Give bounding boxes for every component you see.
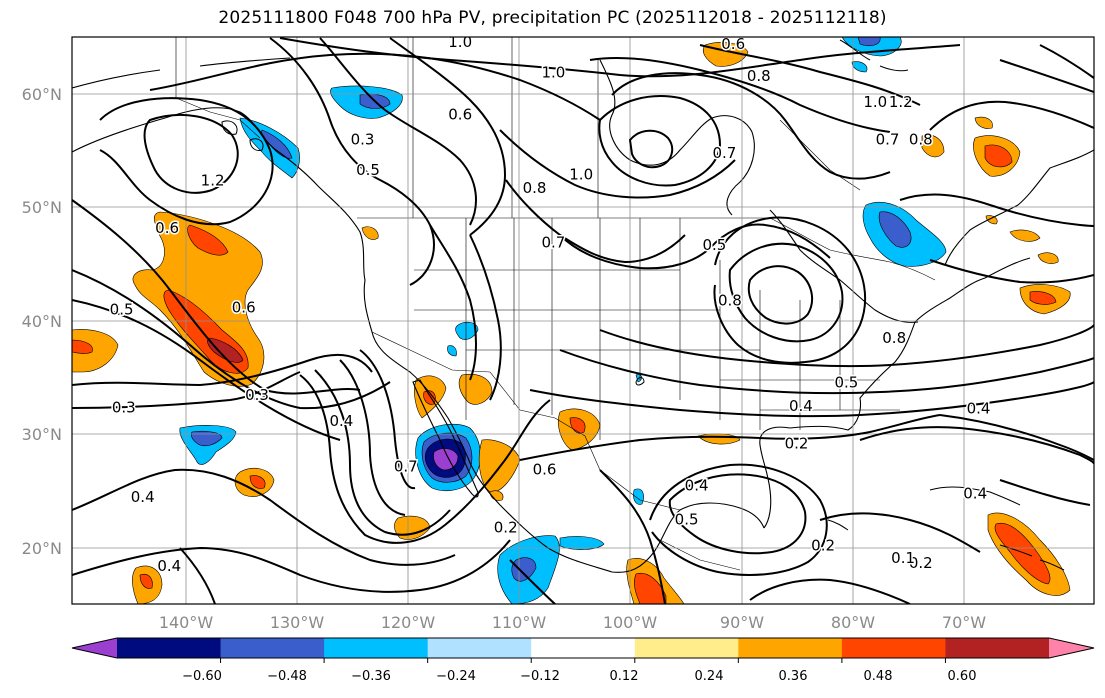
contour-label: 0.5: [110, 301, 134, 319]
precipitation-shading: [72, 37, 1071, 604]
contour-label: 0.2: [785, 435, 809, 453]
contour-label: 0.8: [882, 329, 906, 347]
lon-label: 70°W: [942, 613, 986, 632]
contour-label: 0.6: [533, 461, 557, 479]
contour-label: 0.6: [232, 298, 256, 316]
lon-label: 110°W: [492, 613, 547, 632]
colorbar: [71, 637, 1095, 663]
contour-label: 0.6: [721, 35, 745, 53]
lon-label: 100°W: [603, 613, 658, 632]
contour-label: 0.5: [702, 236, 726, 254]
contour-label: 0.1: [891, 549, 915, 567]
contour-label: 0.3: [112, 398, 136, 416]
colorbar-bin: [220, 638, 325, 658]
contour-label: 1.0: [448, 33, 472, 51]
colorbar-bin: [531, 638, 636, 658]
contour-label: 0.4: [967, 399, 991, 417]
contour-label: 0.6: [155, 219, 179, 237]
contour-label: 1.0: [541, 63, 565, 81]
colorbar-bin: [738, 638, 843, 658]
contour-labels: 1.01.00.60.81.0 1.20.7 0.80.71.00.80.30.60…: [108, 33, 992, 577]
contour-label: 0.7: [541, 234, 565, 252]
contour-label: 1.2: [889, 93, 913, 111]
lat-label: 40°N: [22, 312, 62, 331]
map-frame: [71, 36, 1095, 605]
map-title: 2025111800 F048 700 hPa PV, precipitatio…: [218, 8, 887, 28]
colorbar-tick-label: −0.36: [351, 669, 391, 684]
lon-label: 140°W: [159, 613, 214, 632]
contour-label: 0.4: [685, 477, 709, 495]
contour-label: 1.0: [863, 93, 887, 111]
contour-label: 0.3: [351, 130, 375, 148]
lon-label: 130°W: [270, 613, 325, 632]
lon-label: 90°W: [720, 613, 764, 632]
contour-label: 0.7: [712, 144, 736, 162]
colorbar-bin: [324, 638, 429, 658]
colorbar-bin: [634, 638, 739, 658]
colorbar-tick-label: 0.48: [864, 669, 893, 684]
contour-label: 0.4: [329, 412, 353, 430]
contour-label: 0.6: [448, 105, 472, 123]
contour-label: 0.4: [789, 397, 813, 415]
colorbar-bin: [427, 638, 532, 658]
colorbar-tick-label: 0.36: [779, 669, 808, 684]
contour-label: 0.2: [811, 537, 835, 555]
contour-label: 0.5: [834, 373, 858, 391]
contour-label: 0.5: [675, 511, 699, 529]
contour-label: 0.7: [876, 130, 900, 148]
colorbar-tick-label: 0.12: [610, 669, 639, 684]
contour-label: 0.8: [718, 292, 742, 310]
colorbar-tick-label: −0.12: [520, 669, 560, 684]
colorbar-tick-label: −0.48: [267, 669, 307, 684]
lat-label: 30°N: [22, 425, 62, 444]
longitude-axis: 140°W 130°W 120°W 110°W 100°W 90°W 80°W …: [159, 613, 986, 632]
colorbar-extend-min: [72, 638, 117, 658]
colorbar-bin: [117, 638, 222, 658]
latitude-axis: 60°N 50°N 40°N 30°N 20°N: [22, 85, 62, 558]
colorbar-bin: [945, 638, 1050, 658]
lon-label: 80°W: [831, 613, 875, 632]
contour-label: 0.7: [394, 457, 418, 475]
lat-label: 50°N: [22, 198, 62, 217]
lon-label: 120°W: [381, 613, 436, 632]
contour-label: 0.8: [909, 130, 933, 148]
lat-label: 20°N: [22, 539, 62, 558]
colorbar-outline: [71, 637, 1095, 659]
contour-label: 0.8: [747, 67, 771, 85]
colorbar-extend-max: [1049, 638, 1094, 658]
contour-label: 0.4: [963, 485, 987, 503]
colorbar-tick-label: −0.60: [182, 669, 222, 684]
contour-label: 0.2: [494, 519, 518, 537]
contour-label: 0.4: [157, 557, 181, 575]
colorbar-bin: [841, 638, 946, 658]
graticule: [72, 37, 1094, 604]
colorbar-ticks: −0.60 −0.48 −0.36 −0.24 −0.12 0.12 0.24 …: [182, 669, 976, 684]
colorbar-tick-label: 0.60: [948, 669, 977, 684]
contour-label: 0.2: [909, 554, 933, 572]
contour-label: 0.8: [523, 179, 547, 197]
contour-label: 1.0: [569, 166, 593, 184]
contour-label: 0.3: [245, 386, 269, 404]
contour-label: 0.5: [356, 161, 380, 179]
contour-label: 0.4: [131, 488, 155, 506]
pv-contours: [72, 37, 1094, 604]
lat-label: 60°N: [22, 85, 62, 104]
colorbar-tick-label: 0.24: [695, 669, 724, 684]
colorbar-tick-label: −0.24: [436, 669, 476, 684]
political-boundaries: [175, 37, 936, 571]
contour-label: 1.2: [201, 171, 225, 189]
